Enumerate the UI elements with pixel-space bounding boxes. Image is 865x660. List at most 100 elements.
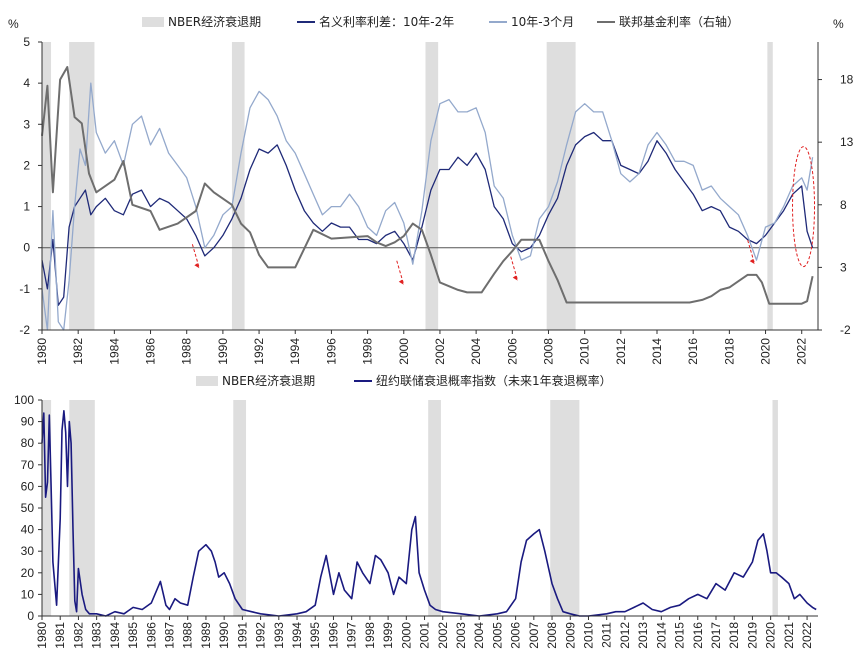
recession-band (550, 400, 580, 616)
y-tick-label-right: 18 (840, 73, 854, 87)
x-tick-label: 2002 (436, 622, 450, 649)
annotation-arrow-head (398, 279, 404, 285)
legend-label: 纽约联储衰退概率指数（未来1年衰退概率） (376, 373, 612, 388)
x-tick-label: 2021 (782, 622, 796, 649)
y-tick-label: 60 (21, 479, 35, 493)
x-tick-label: 1987 (163, 622, 177, 649)
x-tick-label: 2004 (469, 338, 483, 365)
legend-label: 10年-3个月 (511, 15, 574, 29)
series-line (41, 131, 814, 306)
legend-label: 名义利率利差：10年-2年 (319, 14, 454, 29)
x-tick-label: 1997 (345, 622, 359, 649)
x-tick-label: 1995 (308, 622, 322, 649)
legend-swatch (196, 376, 218, 386)
recession-band (231, 42, 245, 330)
x-tick-label: 1992 (252, 338, 266, 365)
x-tick-label: 2006 (505, 338, 519, 365)
x-tick-label: 1990 (216, 338, 230, 365)
annotation-ellipse (792, 146, 816, 268)
x-tick-label: 1984 (108, 622, 122, 649)
annotation-arrow-shaft (510, 256, 519, 281)
recession-probability-chart: 0 10 20 30 40 50 60 70 80 90 100 1980 1981 1982 1983 19… (14, 373, 818, 649)
x-tick-label: 2012 (614, 338, 628, 365)
legend-label: NBER经济衰退期 (222, 373, 315, 388)
recession-band (428, 400, 441, 616)
series-line (41, 66, 814, 305)
x-tick-label: 2017 (709, 622, 723, 649)
y-tick-label-left: 2 (23, 158, 30, 172)
x-tick-label: 2013 (636, 622, 650, 649)
x-tick-label: 2016 (686, 338, 700, 365)
x-tick-label: 2011 (600, 622, 614, 648)
legend-label: 联邦基金利率（右轴） (619, 14, 739, 29)
x-tick-label: 2012 (618, 622, 632, 649)
annotation-arrow-shaft (191, 244, 200, 269)
annotation-arrow-head (512, 275, 518, 281)
y-tick-label-right: 3 (840, 260, 847, 274)
series-line (41, 82, 814, 331)
x-tick-label: 1989 (199, 622, 213, 649)
x-tick-label: 2018 (722, 338, 736, 365)
x-tick-label: 1988 (180, 338, 194, 365)
x-tick-label: 2010 (578, 338, 592, 365)
recession-band (233, 400, 247, 616)
x-tick-label: 2000 (399, 622, 413, 649)
x-tick-label: 1985 (126, 622, 140, 649)
x-tick-label: 1982 (71, 622, 85, 649)
yield-spread-chart: -2 -1 0 1 2 3 4 5 -2 3 8 13 18% % 1980 1982 1984 1986 1988… (8, 14, 854, 365)
y-tick-label: 90 (21, 415, 35, 429)
y-unit-right: % (833, 17, 844, 31)
x-tick-label: 1999 (381, 622, 395, 649)
x-tick-label: 1980 (35, 622, 49, 649)
recession-band (772, 400, 778, 616)
annotation-arrow-head (749, 259, 755, 265)
x-tick-label: 2008 (541, 338, 555, 365)
series-line (41, 410, 817, 617)
x-tick-label: 1986 (144, 338, 158, 365)
x-tick-label: 2001 (418, 622, 432, 649)
x-tick-label: 2020 (759, 338, 773, 365)
y-tick-label: 0 (27, 609, 34, 623)
x-tick-label: 2019 (745, 622, 759, 649)
x-tick-label: 2022 (795, 338, 809, 365)
x-tick-label: 1994 (290, 622, 304, 649)
x-tick-label: 1996 (326, 622, 340, 649)
x-tick-label: 1983 (90, 622, 104, 649)
legend-swatch (142, 17, 164, 27)
x-tick-label: 1998 (363, 622, 377, 649)
x-tick-label: 2016 (691, 622, 705, 649)
x-tick-label: 2015 (673, 622, 687, 649)
x-tick-label: 1992 (254, 622, 268, 649)
x-tick-label: 1984 (107, 338, 121, 365)
x-tick-label: 2000 (397, 338, 411, 365)
x-tick-label: 1980 (35, 338, 49, 365)
y-tick-label-left: 1 (23, 200, 30, 214)
y-tick-label-left: 4 (23, 76, 30, 90)
y-unit-left: % (8, 17, 19, 31)
y-tick-label: 70 (21, 458, 35, 472)
y-tick-label-right: 8 (840, 198, 847, 212)
y-tick-label: 40 (21, 523, 35, 537)
y-tick-label-right: -2 (840, 323, 851, 337)
x-tick-label: 2014 (654, 622, 668, 649)
x-tick-label: 2022 (800, 622, 814, 649)
x-tick-label: 2009 (563, 622, 577, 649)
x-tick-label: 2003 (454, 622, 468, 649)
x-tick-label: 2010 (581, 622, 595, 649)
x-tick-label: 1996 (324, 338, 338, 365)
x-tick-label: 1982 (71, 338, 85, 365)
y-tick-label-left: 3 (23, 117, 30, 131)
annotation-arrow-head (194, 263, 200, 269)
x-tick-label: 1986 (144, 622, 158, 649)
recession-band (425, 42, 439, 330)
y-tick-label-left: 5 (23, 35, 30, 49)
x-tick-label: 1981 (53, 622, 67, 649)
x-tick-label: 1988 (181, 622, 195, 649)
x-tick-label: 2018 (727, 622, 741, 649)
y-tick-label: 80 (21, 436, 35, 450)
y-tick-label: 20 (21, 566, 35, 580)
x-tick-label: 2004 (472, 622, 486, 649)
x-tick-label: 1998 (361, 338, 375, 365)
x-tick-label: 1993 (272, 622, 286, 649)
